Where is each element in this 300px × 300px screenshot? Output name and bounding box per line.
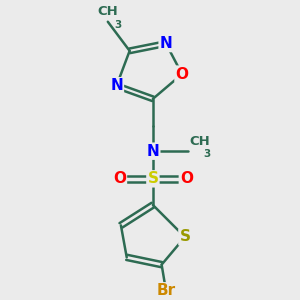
Text: 3: 3: [114, 20, 122, 30]
Text: O: O: [180, 171, 193, 186]
Text: CH: CH: [189, 135, 210, 148]
Text: O: O: [176, 67, 188, 82]
Text: CH: CH: [98, 5, 118, 18]
Text: N: N: [160, 36, 172, 51]
Text: S: S: [179, 230, 191, 244]
Text: S: S: [147, 171, 158, 186]
Text: 3: 3: [203, 149, 210, 159]
Text: N: N: [110, 78, 123, 93]
Text: O: O: [113, 171, 126, 186]
Text: N: N: [146, 144, 159, 159]
Text: Br: Br: [156, 283, 176, 298]
